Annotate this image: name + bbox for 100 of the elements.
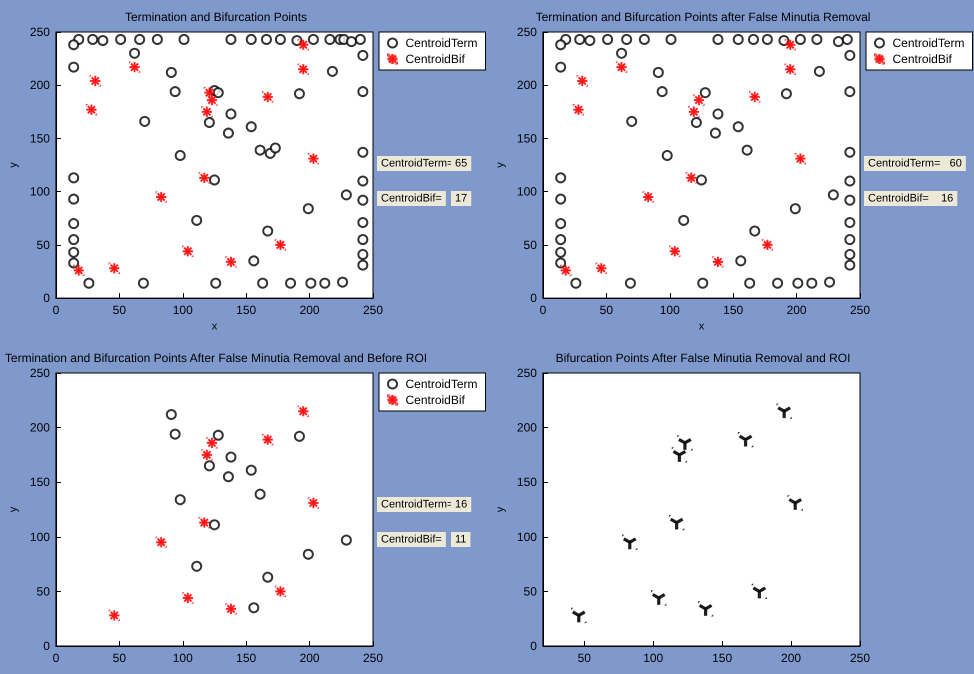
point bbox=[622, 534, 638, 550]
point bbox=[806, 278, 818, 289]
point bbox=[792, 278, 804, 289]
x-tick-label: 100 bbox=[172, 651, 194, 665]
x-tick-label: 50 bbox=[112, 303, 126, 318]
point bbox=[248, 602, 260, 614]
point bbox=[662, 150, 673, 161]
point bbox=[555, 234, 566, 246]
point bbox=[844, 194, 856, 206]
y-tick-label: 0 bbox=[43, 639, 50, 653]
point bbox=[262, 572, 274, 583]
point bbox=[626, 116, 638, 127]
point bbox=[212, 430, 224, 441]
x-tick-label: 100 bbox=[660, 303, 680, 318]
point bbox=[574, 34, 586, 45]
point bbox=[794, 34, 806, 45]
x-tick-label: 250 bbox=[362, 303, 384, 318]
point bbox=[166, 409, 177, 420]
y-tick-label: 0 bbox=[43, 291, 50, 306]
y-tick-label: 100 bbox=[30, 530, 50, 544]
text: CentroidBif= 16 bbox=[868, 192, 954, 204]
x-tick-label: 200 bbox=[786, 303, 807, 318]
legend-label: CentroidBif bbox=[406, 52, 466, 66]
x-tick-label: 50 bbox=[578, 651, 592, 665]
point bbox=[844, 248, 856, 260]
y-tick-label: 50 bbox=[524, 584, 538, 598]
point bbox=[772, 278, 784, 289]
point bbox=[732, 34, 744, 45]
point bbox=[666, 34, 677, 45]
x-tick-label: 250 bbox=[850, 303, 870, 318]
point bbox=[735, 255, 746, 266]
point bbox=[700, 87, 711, 98]
text: CentroidTerm= 60 bbox=[868, 158, 962, 170]
text: CentroidBif= bbox=[381, 192, 442, 204]
point bbox=[697, 278, 708, 289]
y-tick-label: 250 bbox=[516, 25, 538, 39]
point bbox=[225, 452, 236, 463]
point bbox=[749, 226, 760, 237]
point bbox=[710, 128, 721, 139]
point bbox=[814, 66, 825, 77]
x-tick-label: 150 bbox=[712, 651, 732, 665]
text: 17 bbox=[455, 192, 468, 204]
point bbox=[776, 404, 792, 419]
x-tick-label: 0 bbox=[540, 303, 547, 318]
x-axis-title: x bbox=[698, 320, 705, 332]
y-tick-label: 0 bbox=[530, 639, 538, 653]
y-axis-title: y bbox=[494, 506, 506, 512]
x-tick-label: 150 bbox=[236, 303, 256, 318]
y-tick-label: 100 bbox=[516, 530, 538, 544]
y-tick-label: 50 bbox=[36, 238, 50, 252]
text: 65 bbox=[455, 158, 468, 170]
point bbox=[690, 116, 702, 128]
x-tick-label: 150 bbox=[236, 651, 256, 665]
y-tick-label: 250 bbox=[30, 25, 50, 39]
point bbox=[698, 601, 714, 617]
x-tick-label: 0 bbox=[52, 651, 60, 665]
y-tick-label: 250 bbox=[30, 366, 50, 380]
point bbox=[651, 590, 666, 606]
text: CentroidTerm= bbox=[381, 158, 454, 170]
text: CentroidTerm= bbox=[381, 498, 454, 510]
point bbox=[555, 62, 566, 73]
point bbox=[584, 35, 596, 46]
x-tick-label: 250 bbox=[362, 651, 384, 665]
point bbox=[638, 34, 650, 45]
legend-label: CentroidBif bbox=[406, 393, 466, 407]
y-tick-label: 200 bbox=[30, 78, 50, 92]
point bbox=[294, 430, 305, 442]
point bbox=[762, 34, 773, 45]
y-tick-label: 150 bbox=[30, 131, 50, 146]
point bbox=[571, 608, 586, 624]
x-tick-label: 200 bbox=[781, 651, 802, 665]
x-tick-label: 150 bbox=[723, 303, 744, 318]
point bbox=[744, 278, 756, 289]
text: 11 bbox=[455, 534, 466, 546]
x-tick-label: 200 bbox=[300, 651, 320, 665]
point bbox=[678, 214, 690, 226]
point bbox=[732, 121, 744, 132]
point bbox=[844, 50, 856, 61]
point bbox=[254, 488, 266, 500]
point bbox=[788, 495, 803, 511]
chart-title: Bifurcation Points After False Minutia Removal and ROI bbox=[556, 351, 850, 365]
point bbox=[790, 203, 801, 214]
point bbox=[811, 34, 822, 45]
point bbox=[602, 34, 614, 45]
point bbox=[170, 428, 181, 440]
point bbox=[204, 460, 215, 472]
y-tick-label: 200 bbox=[30, 420, 50, 435]
y-tick-label: 250 bbox=[516, 366, 538, 380]
point bbox=[652, 66, 664, 78]
point bbox=[844, 234, 856, 246]
point bbox=[262, 434, 274, 446]
point bbox=[616, 48, 628, 59]
y-tick-label: 100 bbox=[30, 184, 50, 199]
point bbox=[668, 514, 684, 530]
point bbox=[555, 172, 566, 184]
point bbox=[844, 146, 856, 158]
point bbox=[696, 174, 707, 186]
chart-title: Termination and Bifurcation Points after False Minutia Removal bbox=[536, 10, 870, 24]
y-axis-title: y bbox=[8, 506, 20, 512]
x-tick-label: 50 bbox=[600, 303, 614, 318]
